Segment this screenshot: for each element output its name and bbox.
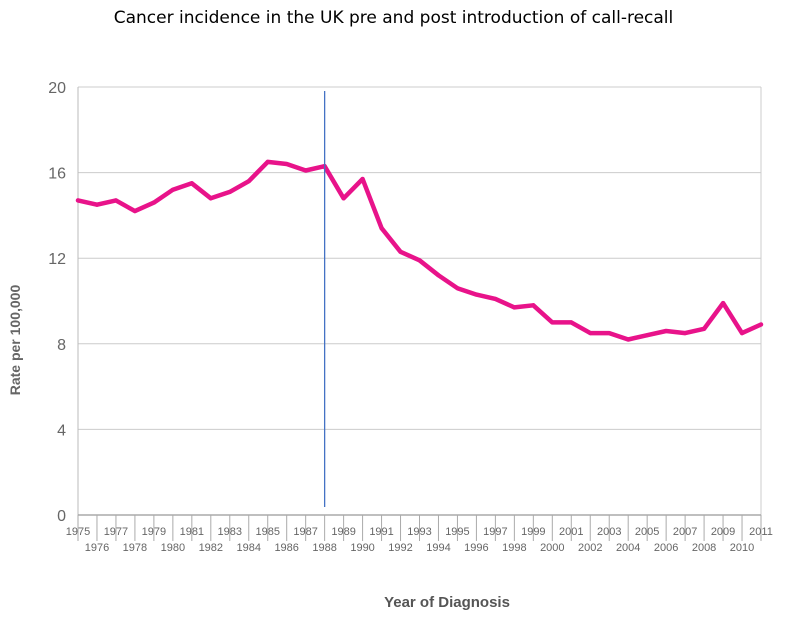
data-point [284,162,289,167]
data-point [474,292,479,297]
x-tick-label: 1981 [180,526,204,538]
data-point [398,249,403,254]
data-point [151,200,156,205]
data-point [531,303,536,308]
x-tick-label: 1992 [388,542,412,554]
data-point [645,333,650,338]
x-tick-label: 1980 [161,542,185,554]
x-tick-label: 1989 [331,526,355,538]
data-point [436,273,441,278]
data-point [265,159,270,164]
x-tick-label: 1984 [237,542,261,554]
data-point [607,331,612,336]
y-tick-label: 20 [48,80,66,97]
x-tick-label: 1977 [104,526,128,538]
x-tick-label: 2001 [559,526,583,538]
x-tick-label: 1975 [66,526,90,538]
x-tick-label: 2007 [673,526,697,538]
x-tick-label: 1994 [426,542,450,554]
y-axis-ticks: 0 4 8 12 16 20 [48,80,66,525]
x-axis-ticks: 1975 1976 1977 1978 1979 1980 1981 1982 1983 1984… [66,515,773,554]
x-tick-label: 1993 [407,526,431,538]
x-tick-label: 2000 [540,542,564,554]
data-point [189,181,194,186]
x-tick-label: 2003 [597,526,621,538]
chart-title: Cancer incidence in the UK pre and post … [113,8,674,28]
y-axis-title: Rate per 100,000 [7,285,23,396]
data-point [512,305,517,310]
x-tick-label: 2005 [635,526,659,538]
x-tick-label: 1982 [199,542,223,554]
gridlines [77,86,762,516]
x-tick-label: 1985 [255,526,279,538]
data-point [455,286,460,291]
data-point [569,320,574,325]
data-point [721,301,726,306]
y-tick-label: 16 [48,166,66,183]
x-tick-label: 2011 [749,526,773,538]
series-layer [75,159,764,342]
data-point [360,177,365,182]
data-point [550,320,555,325]
x-tick-label: 2006 [654,542,678,554]
data-point [683,331,688,336]
x-tick-label: 1979 [142,526,166,538]
x-tick-label: 1998 [502,542,526,554]
x-tick-label: 2008 [692,542,716,554]
data-point [246,179,251,184]
x-tick-label: 1986 [274,542,298,554]
x-tick-label: 1990 [350,542,374,554]
x-tick-label: 1996 [464,542,488,554]
x-tick-label: 2009 [711,526,735,538]
data-point [113,198,118,203]
x-axis-title: Year of Diagnosis [384,594,510,611]
data-point [94,202,99,207]
data-point [341,196,346,201]
x-tick-label: 1995 [445,526,469,538]
series-line-0 [75,159,764,342]
x-tick-label: 1988 [312,542,336,554]
x-tick-label: 1983 [218,526,242,538]
x-tick-label: 2002 [578,542,602,554]
data-point [76,198,80,203]
data-point [227,189,232,194]
x-tick-label: 1987 [293,526,317,538]
data-point [132,209,137,214]
data-point [493,296,498,301]
x-tick-label: 1976 [85,542,109,554]
x-tick-label: 1978 [123,542,147,554]
x-tick-label: 1991 [369,526,393,538]
data-point [303,168,308,173]
data-point [588,331,593,336]
data-point [208,196,213,201]
data-point [417,258,422,263]
data-point [759,322,763,327]
data-point [702,326,707,331]
data-point [379,226,384,231]
y-tick-label: 4 [57,422,66,439]
data-point [740,331,745,336]
x-tick-label: 1997 [483,526,507,538]
data-point [170,187,175,192]
x-tick-label: 2010 [730,542,754,554]
data-point [664,328,669,333]
x-tick-label: 2004 [616,542,640,554]
y-tick-label: 12 [48,251,66,268]
data-point [626,337,631,342]
y-tick-label: 0 [57,508,66,525]
x-tick-label: 1999 [521,526,545,538]
y-tick-label: 8 [57,337,66,354]
